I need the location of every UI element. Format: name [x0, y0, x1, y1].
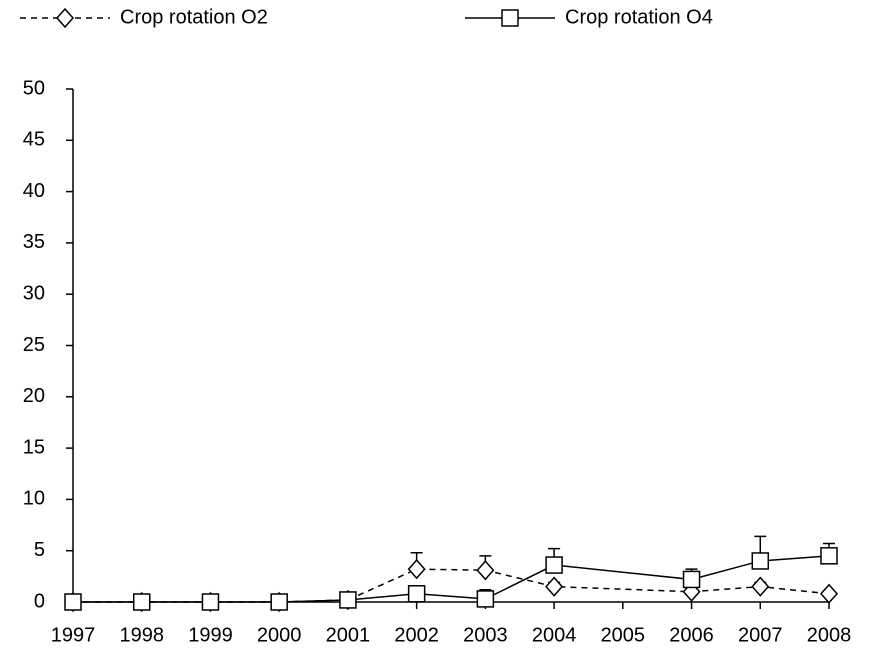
series-line: [73, 555, 830, 603]
y-tick-label: 10: [23, 488, 45, 510]
marker: [407, 585, 426, 603]
marker: [751, 576, 770, 597]
x-tick-label: 2001: [326, 624, 371, 646]
x-tick-label: 2005: [601, 624, 646, 646]
legend-marker: [501, 9, 519, 27]
y-tick-label: 25: [23, 334, 45, 356]
marker: [820, 547, 838, 565]
legend-marker: [55, 7, 75, 29]
marker: [545, 556, 563, 574]
y-tick-label: 0: [34, 590, 45, 612]
marker: [132, 593, 151, 611]
marker: [476, 590, 495, 608]
marker: [270, 593, 288, 611]
marker: [476, 560, 495, 581]
y-tick-label: 45: [23, 129, 45, 151]
y-tick-label: 20: [23, 385, 45, 407]
y-tick-label: 50: [23, 77, 45, 99]
x-tick-label: 2000: [257, 624, 302, 646]
y-tick-label: 30: [23, 282, 45, 304]
marker: [64, 593, 82, 611]
marker: [339, 591, 357, 609]
y-tick-label: 5: [34, 539, 45, 561]
x-tick-label: 2004: [532, 624, 577, 646]
x-tick-label: 2003: [463, 624, 508, 646]
marker: [751, 552, 770, 570]
x-tick-label: 2008: [807, 624, 852, 646]
y-tick-label: 35: [23, 231, 45, 253]
y-tick-label: 40: [23, 180, 45, 202]
x-tick-label: 2002: [394, 624, 439, 646]
marker: [407, 559, 426, 580]
legend-label: Crop rotation O2: [120, 6, 268, 28]
x-tick-label: 2006: [669, 624, 714, 646]
x-tick-label: 1998: [119, 624, 164, 646]
marker: [201, 593, 220, 611]
marker: [819, 583, 839, 604]
legend-label: Crop rotation O4: [565, 6, 713, 28]
x-tick-label: 2007: [738, 624, 783, 646]
x-tick-label: 1997: [51, 624, 96, 646]
y-tick-label: 15: [23, 436, 45, 458]
marker: [545, 576, 564, 597]
x-tick-label: 1999: [188, 624, 233, 646]
marker: [682, 570, 701, 589]
